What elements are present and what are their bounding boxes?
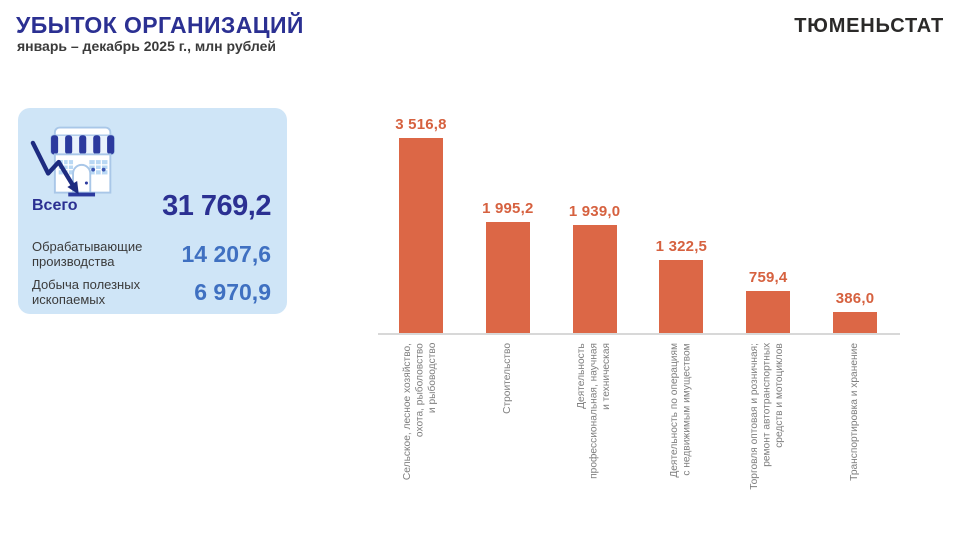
summary-row-value: 6 970,9 <box>194 278 271 305</box>
summary-row-label: Всего <box>32 197 78 214</box>
bar-value-label: 1 322,5 <box>655 238 708 255</box>
x-axis-line <box>378 333 900 335</box>
summary-row-label: Обрабатывающие производства <box>32 239 143 269</box>
summary-card: Всего 31 769,2 Обрабатывающие производст… <box>18 108 287 314</box>
bar-value-label: 1 939,0 <box>568 203 621 220</box>
summary-row-value: 31 769,2 <box>162 189 271 222</box>
summary-row-total: Всего 31 769,2 <box>32 190 271 222</box>
bar <box>399 138 443 333</box>
x-axis-category-label: Транспортировка и хранение <box>848 343 860 481</box>
bar-value-label: 1 995,2 <box>482 200 534 217</box>
bar-value-label: 386,0 <box>835 290 875 307</box>
bar <box>833 312 877 333</box>
bar-value-label: 759,4 <box>748 269 788 286</box>
bar <box>572 225 617 333</box>
bar <box>485 222 530 333</box>
x-axis-category-label: Деятельность профессиональная, научная и… <box>575 343 612 479</box>
agency-logo: ТЮМЕНЬСТАТ <box>794 15 944 37</box>
summary-row-mining: Добыча полезных ископаемых 6 970,9 <box>32 274 271 310</box>
declining-store-icon <box>26 118 122 211</box>
x-axis-category-label: Торговля оптовая и розничная; ремонт авт… <box>749 343 786 490</box>
bar-chart: 3 516,8 Сельское, лесное хозяйство, охота… <box>370 90 930 530</box>
summary-row-label: Добыча полезных ископаемых <box>32 277 141 307</box>
page-subtitle: январь – декабрь 2025 г., млн рублей <box>17 38 276 54</box>
bar-value-label: 3 516,8 <box>395 116 447 133</box>
page-title: УБЫТОК ОРГАНИЗАЦИЙ <box>16 12 304 38</box>
bar <box>746 291 791 333</box>
bar <box>659 260 704 333</box>
summary-row-value: 14 207,6 <box>181 240 271 267</box>
summary-row-manufacturing: Обрабатывающие производства 14 207,6 <box>32 236 271 272</box>
x-axis-category-label: Сельское, лесное хозяйство, охота, рыбол… <box>402 343 439 481</box>
x-axis-category-label: Деятельность по операциям с недвижимым и… <box>668 343 693 478</box>
x-axis-category-label: Строительство <box>501 343 513 414</box>
